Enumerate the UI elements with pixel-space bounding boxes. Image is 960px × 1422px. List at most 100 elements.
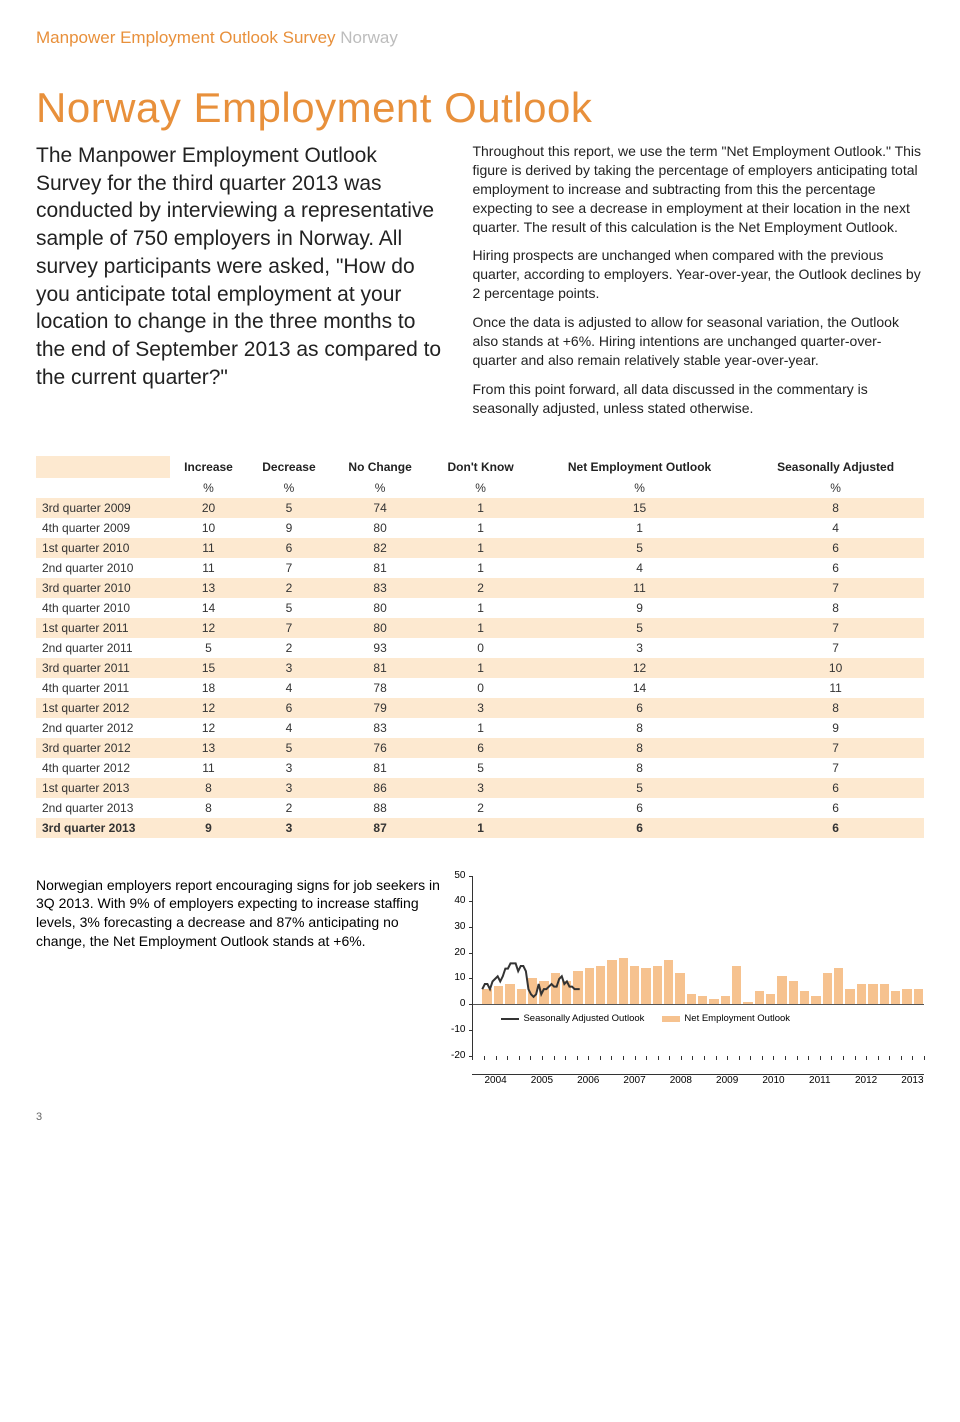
chart-bar (687, 994, 696, 1004)
chart-bar (902, 989, 911, 1004)
table-row: 1st quarter 20138386356 (36, 778, 924, 798)
row-label: 4th quarter 2010 (36, 598, 170, 618)
outlook-chart: Seasonally Adjusted OutlookNet Employmen… (472, 876, 924, 1089)
cell: 80 (331, 518, 429, 538)
cell: 81 (331, 558, 429, 578)
chart-bar (845, 989, 854, 1004)
chart-bar (596, 966, 605, 1005)
cell: 6 (747, 818, 924, 838)
table-row: 4th quarter 20111847801411 (36, 678, 924, 698)
table-row: 3rd quarter 2010132832117 (36, 578, 924, 598)
year-label: 2004 (484, 1075, 506, 1086)
table-row: 2nd quarter 201212483189 (36, 718, 924, 738)
chart-bar (732, 966, 741, 1005)
header-orange: Manpower Employment Outlook Survey (36, 28, 336, 47)
cell: 8 (170, 778, 247, 798)
chart-bar (664, 960, 673, 1004)
cell: 5 (532, 538, 747, 558)
table-row: 1st quarter 201112780157 (36, 618, 924, 638)
header-grey: Norway (340, 28, 398, 47)
row-label: 4th quarter 2011 (36, 678, 170, 698)
chart-bar (494, 986, 503, 1004)
cell: 2 (247, 638, 331, 658)
cell: 14 (170, 598, 247, 618)
cell: 8 (532, 738, 747, 758)
year-label: 2006 (577, 1075, 599, 1086)
table-row: 1st quarter 201212679368 (36, 698, 924, 718)
cell: 13 (170, 578, 247, 598)
cell: 5 (429, 758, 532, 778)
chart-bar (880, 984, 889, 1005)
y-tick: -10 (469, 1030, 473, 1031)
cell: 7 (247, 558, 331, 578)
cell: 1 (429, 818, 532, 838)
bottom-section: Norwegian employers report encouraging s… (36, 876, 924, 1089)
cell: 12 (170, 618, 247, 638)
col-header: Increase (170, 456, 247, 478)
cell: 9 (532, 598, 747, 618)
cell: 9 (247, 518, 331, 538)
row-label: 3rd quarter 2013 (36, 818, 170, 838)
outlook-table: IncreaseDecreaseNo ChangeDon't KnowNet E… (36, 456, 924, 838)
cell: 6 (747, 798, 924, 818)
table-row: 3rd quarter 2009205741158 (36, 498, 924, 518)
cell: 5 (247, 498, 331, 518)
bottom-summary: Norwegian employers report encouraging s… (36, 876, 444, 952)
intro-paragraph: Once the data is adjusted to allow for s… (472, 313, 924, 370)
cell: 76 (331, 738, 429, 758)
cell: 9 (747, 718, 924, 738)
cell: 13 (170, 738, 247, 758)
row-label: 2nd quarter 2010 (36, 558, 170, 578)
chart-bar (539, 981, 548, 1004)
cell: 14 (532, 678, 747, 698)
cell: 4 (747, 518, 924, 538)
cell: 1 (429, 538, 532, 558)
cell: 3 (429, 778, 532, 798)
cell: 83 (331, 578, 429, 598)
year-label: 2007 (623, 1075, 645, 1086)
cell: 82 (331, 538, 429, 558)
row-label: 4th quarter 2009 (36, 518, 170, 538)
pct-cell: % (429, 478, 532, 498)
row-label: 1st quarter 2011 (36, 618, 170, 638)
cell: 79 (331, 698, 429, 718)
page-number: 3 (36, 1111, 924, 1123)
cell: 1 (429, 498, 532, 518)
year-label: 2008 (670, 1075, 692, 1086)
row-label: 3rd quarter 2009 (36, 498, 170, 518)
cell: 12 (170, 718, 247, 738)
row-label: 4th quarter 2012 (36, 758, 170, 778)
table-row: 2nd quarter 201011781146 (36, 558, 924, 578)
cell: 7 (747, 638, 924, 658)
pct-cell: % (247, 478, 331, 498)
intro-left: The Manpower Employment Outlook Survey f… (36, 142, 444, 428)
chart-bar (766, 994, 775, 1004)
cell: 4 (532, 558, 747, 578)
chart-bar (755, 991, 764, 1004)
cell: 5 (247, 738, 331, 758)
year-label: 2011 (809, 1075, 831, 1086)
chart-bar (834, 968, 843, 1004)
row-label: 2nd quarter 2011 (36, 638, 170, 658)
page-title: Norway Employment Outlook (36, 84, 924, 132)
cell: 9 (170, 818, 247, 838)
cell: 86 (331, 778, 429, 798)
cell: 6 (747, 558, 924, 578)
row-label: 1st quarter 2010 (36, 538, 170, 558)
intro-columns: The Manpower Employment Outlook Survey f… (36, 142, 924, 428)
cell: 81 (331, 658, 429, 678)
cell: 20 (170, 498, 247, 518)
chart-bar (777, 976, 786, 1004)
pct-cell (36, 478, 170, 498)
col-header: Seasonally Adjusted (747, 456, 924, 478)
y-tick: 50 (469, 876, 473, 877)
chart-bar (585, 968, 594, 1004)
cell: 81 (331, 758, 429, 778)
cell: 3 (429, 698, 532, 718)
pct-cell: % (170, 478, 247, 498)
y-tick: 10 (469, 978, 473, 979)
cell: 1 (429, 598, 532, 618)
table-row: 1st quarter 201011682156 (36, 538, 924, 558)
cell: 6 (247, 538, 331, 558)
cell: 5 (247, 598, 331, 618)
